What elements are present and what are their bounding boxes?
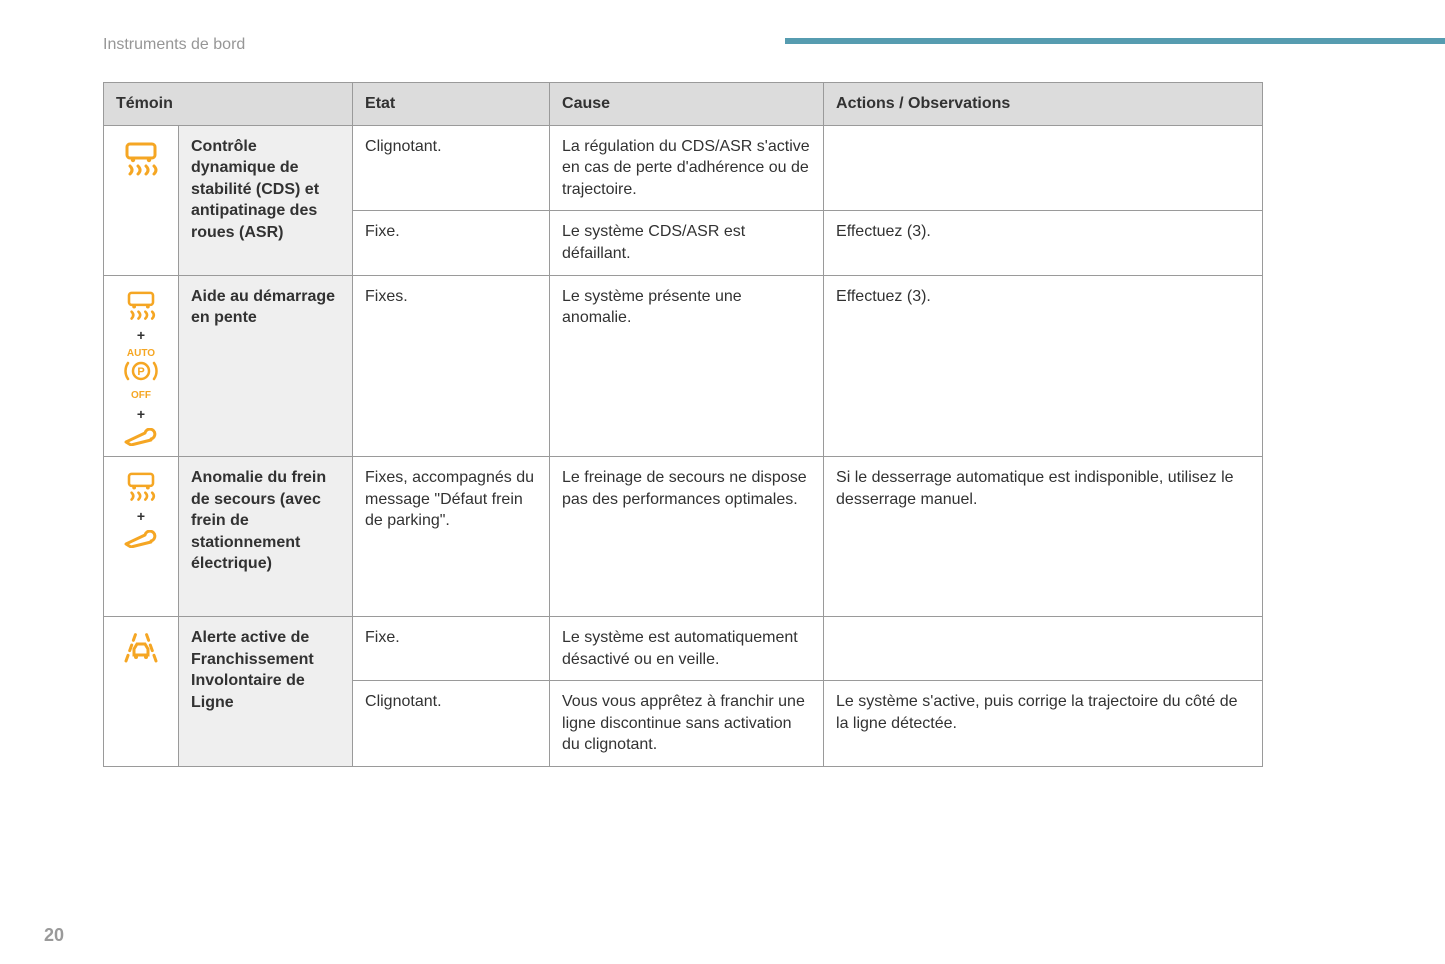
action-cell	[824, 125, 1263, 211]
table-row: + AUTO P OFF +	[104, 275, 1263, 456]
witness-name: Contrôle dynamique de stabilité (CDS) et…	[179, 125, 353, 275]
state-cell: Fixe.	[353, 211, 550, 275]
header-witness: Témoin	[104, 83, 353, 126]
esc-icon	[122, 467, 160, 503]
table-header-row: Témoin Etat Cause Actions / Observations	[104, 83, 1263, 126]
state-cell: Fixes, accompagnés du message "Défaut fr…	[353, 456, 550, 616]
svg-text:P: P	[137, 366, 144, 378]
warning-lights-table: Témoin Etat Cause Actions / Observations	[103, 82, 1262, 767]
header-accent-bar	[785, 38, 1445, 44]
table-row: Alerte active de Franchissement Involont…	[104, 616, 1263, 680]
wrench-icon	[123, 428, 159, 446]
table-row: Contrôle dynamique de stabilité (CDS) et…	[104, 125, 1263, 211]
cause-cell: Le système CDS/ASR est défaillant.	[550, 211, 824, 275]
icon-cell: + AUTO P OFF +	[104, 275, 179, 456]
cause-cell: Le système présente une anomalie.	[550, 275, 824, 456]
icon-cell	[104, 616, 179, 766]
action-cell: Effectuez (3).	[824, 211, 1263, 275]
witness-name: Aide au démarrage en pente	[179, 275, 353, 456]
header-actions: Actions / Observations	[824, 83, 1263, 126]
wrench-icon	[123, 530, 159, 548]
action-cell: Si le desserrage automatique est indispo…	[824, 456, 1263, 616]
plus-icon: +	[137, 326, 145, 345]
header-cause: Cause	[550, 83, 824, 126]
table: Témoin Etat Cause Actions / Observations	[103, 82, 1263, 767]
witness-name: Alerte active de Franchissement Involont…	[179, 616, 353, 766]
plus-icon: +	[137, 405, 145, 424]
action-cell: Effectuez (3).	[824, 275, 1263, 456]
state-cell: Fixe.	[353, 616, 550, 680]
page-header: Instruments de bord	[0, 36, 1445, 56]
section-title: Instruments de bord	[103, 36, 245, 54]
esc-icon	[122, 286, 160, 322]
plus-icon: +	[137, 507, 145, 526]
icon-cell: +	[104, 456, 179, 616]
auto-p-off-icon: AUTO P OFF	[124, 348, 158, 401]
cause-cell: Le freinage de secours ne dispose pas de…	[550, 456, 824, 616]
state-cell: Clignotant.	[353, 681, 550, 767]
page-number: 20	[44, 925, 64, 946]
lane-departure-icon	[120, 627, 162, 665]
cause-cell: La régulation du CDS/ASR s'active en cas…	[550, 125, 824, 211]
action-cell: Le système s'active, puis corrige la tra…	[824, 681, 1263, 767]
witness-name: Anomalie du frein de secours (avec frein…	[179, 456, 353, 616]
icon-cell	[104, 125, 179, 275]
state-cell: Clignotant.	[353, 125, 550, 211]
state-cell: Fixes.	[353, 275, 550, 456]
cause-cell: Le système est automatiquement désactivé…	[550, 616, 824, 680]
action-cell	[824, 616, 1263, 680]
esc-icon	[120, 136, 162, 178]
table-row: + Anomalie du frein de secours (avec fre…	[104, 456, 1263, 616]
cause-cell: Vous vous apprêtez à franchir une ligne …	[550, 681, 824, 767]
header-state: Etat	[353, 83, 550, 126]
